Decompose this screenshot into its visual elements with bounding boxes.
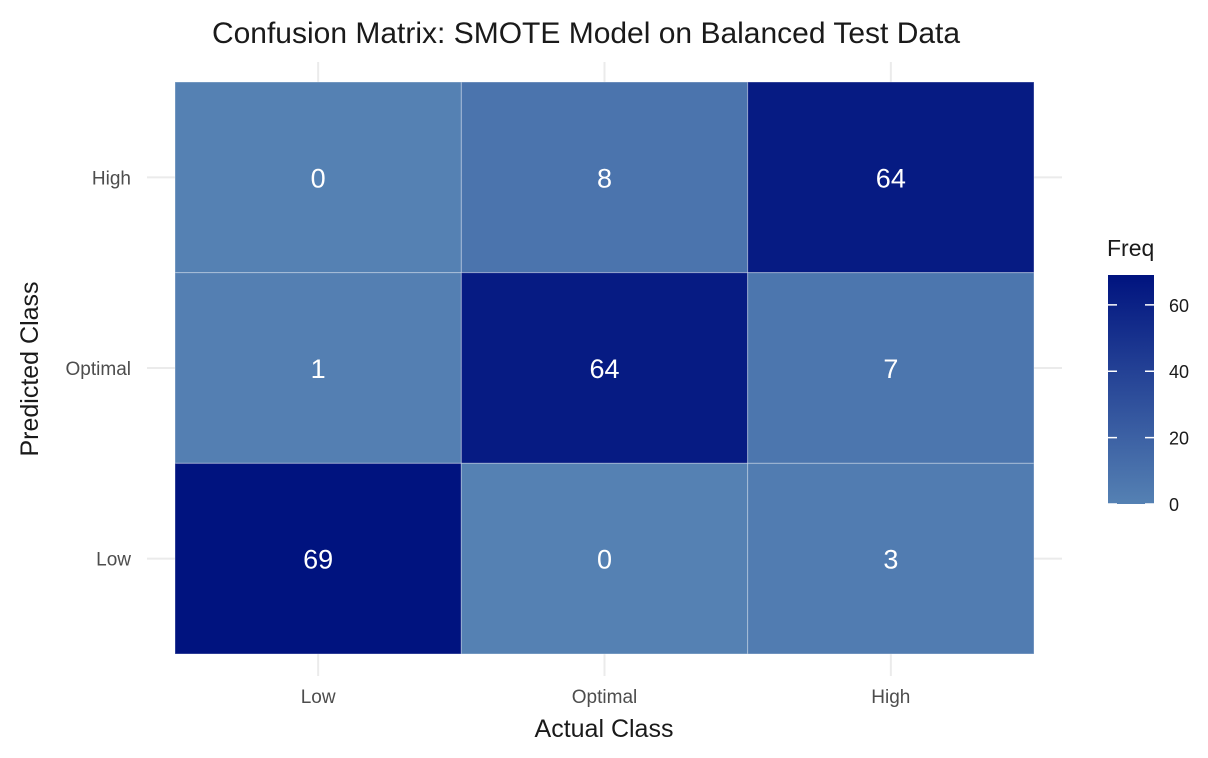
heatmap-cell [174,81,462,274]
x-axis-title: Actual Class [535,715,674,743]
cell-value-label: 1 [311,354,326,384]
legend-tick-label: 40 [1169,362,1189,382]
y-tick-label: High [92,168,131,189]
heatmap-cell [460,462,749,655]
y-tick-label: Optimal [66,359,131,380]
cell-value-label: 8 [597,163,612,193]
cell-value-label: 3 [883,545,898,575]
y-axis-ticks: Low Optimal High [66,168,132,570]
legend-tick-label: 0 [1169,495,1179,515]
heatmap-cell [460,272,749,464]
heatmap-cell [747,81,1035,274]
heatmap-cell [174,462,462,655]
cell-value-label: 64 [876,163,906,193]
y-tick-label: Low [96,550,131,571]
chart-title: Confusion Matrix: SMOTE Model on Balance… [212,17,960,50]
legend-color-bar [1108,275,1154,504]
heatmap-cell [747,272,1035,464]
cell-value-label: 0 [311,163,326,193]
x-tick-label: Optimal [572,687,637,708]
heatmap-cell [747,462,1035,655]
cell-value-label: 64 [589,354,619,384]
x-tick-label: High [871,687,910,708]
cell-value-labels: 0 8 64 1 64 7 69 0 3 [303,163,906,574]
legend-ticks: 0 20 40 60 [1108,296,1189,515]
color-legend: Freq 0 20 40 60 [1107,235,1189,515]
x-axis-ticks: Low Optimal High [301,687,911,708]
cell-value-label: 7 [883,354,898,384]
cell-value-label: 0 [597,545,612,575]
x-tick-label: Low [301,687,336,708]
y-axis-title: Predicted Class [16,281,44,456]
heatmap-cells [174,81,1035,655]
heatmap-cell [174,272,462,464]
legend-title: Freq [1107,235,1154,261]
legend-tick-label: 60 [1169,296,1189,316]
legend-tick-label: 20 [1169,429,1189,449]
cell-value-label: 69 [303,545,333,575]
